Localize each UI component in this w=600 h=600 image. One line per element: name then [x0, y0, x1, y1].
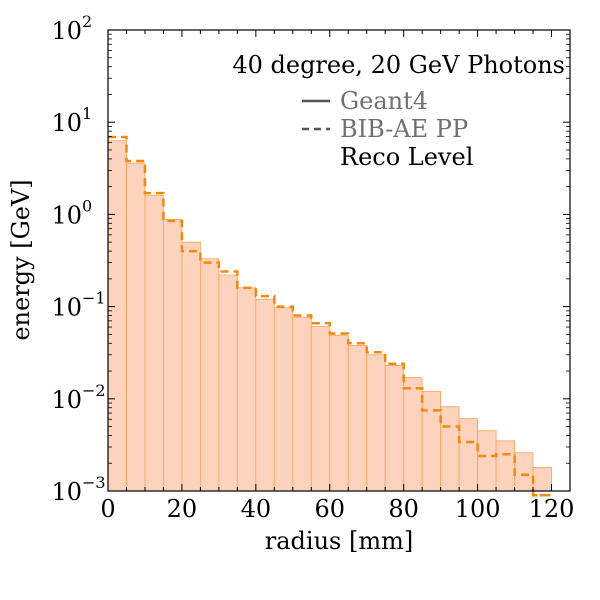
geant4-bar	[458, 418, 478, 492]
geant4-bar	[440, 406, 460, 492]
y-tick-label: 10	[51, 386, 82, 414]
y-tick-exponent: 0	[82, 196, 92, 215]
legend-note: Reco Level	[340, 143, 473, 171]
geant4-bar	[532, 467, 552, 492]
x-tick-label: 120	[529, 495, 575, 523]
geant4-bar	[144, 195, 164, 492]
y-tick-label: 10	[51, 294, 82, 322]
geant4-bar	[255, 298, 275, 492]
x-tick-label: 40	[241, 495, 272, 523]
geant4-bar	[310, 325, 331, 492]
x-tick-label: 80	[388, 495, 419, 523]
y-tick-exponent: −2	[82, 381, 106, 400]
x-axis-label: radius [mm]	[265, 527, 413, 555]
geant4-bar	[495, 440, 515, 492]
y-tick-label: 10	[51, 109, 82, 137]
geant4-bar	[236, 287, 257, 492]
y-axis-label: energy [GeV]	[7, 179, 35, 340]
y-tick-label: 10	[51, 201, 82, 229]
geant4-bar	[384, 365, 405, 492]
y-tick-exponent: −1	[82, 289, 106, 308]
x-tick-label: 0	[100, 495, 115, 523]
geant4-bar	[292, 317, 312, 492]
geant4-bar	[199, 258, 220, 492]
geant4-bar	[329, 334, 349, 492]
x-tick-label: 100	[455, 495, 501, 523]
y-tick-label: 10	[51, 17, 82, 45]
geant4-bar	[366, 354, 386, 492]
geant4-bar	[477, 430, 497, 492]
plot-layer	[107, 135, 552, 497]
bibae-step-line	[108, 135, 552, 497]
y-tick-exponent: −3	[82, 473, 106, 492]
geant4-bar	[181, 241, 201, 492]
plot-frame	[107, 29, 571, 492]
y-tick-exponent: 1	[82, 104, 92, 123]
geant4-bar	[403, 377, 423, 492]
geant4-bar	[421, 391, 442, 492]
y-tick-label: 10	[51, 478, 82, 506]
legend-entry-geant4: Geant4	[340, 87, 428, 115]
x-tick-label: 20	[167, 495, 198, 523]
x-tick-label: 60	[314, 495, 345, 523]
geant4-bar	[218, 274, 238, 492]
y-tick-exponent: 2	[82, 12, 92, 31]
geant4-bar	[514, 452, 534, 492]
geant4-bar	[126, 162, 146, 492]
legend-entry-bibae: BIB-AE PP	[340, 115, 468, 143]
chart-title: 40 degree, 20 GeV Photons	[232, 51, 565, 79]
geant4-bar	[163, 219, 183, 492]
geant4-bar	[347, 344, 368, 492]
geant4-bar	[273, 307, 294, 492]
